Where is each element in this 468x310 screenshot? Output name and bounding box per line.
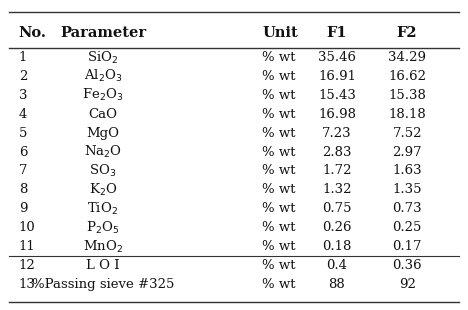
Text: F2: F2	[397, 25, 417, 40]
Text: 1.63: 1.63	[392, 165, 422, 177]
Text: 7: 7	[19, 165, 27, 177]
Text: Na$_2$O: Na$_2$O	[84, 144, 122, 160]
Text: 3: 3	[19, 89, 27, 102]
Text: 0.17: 0.17	[392, 240, 422, 253]
Text: 1: 1	[19, 51, 27, 64]
Text: Parameter: Parameter	[60, 25, 146, 40]
Text: 12: 12	[19, 259, 36, 272]
Text: 0.26: 0.26	[322, 221, 352, 234]
Text: 1.32: 1.32	[322, 184, 352, 196]
Text: 15.38: 15.38	[388, 89, 426, 102]
Text: 0.4: 0.4	[327, 259, 347, 272]
Text: 0.25: 0.25	[393, 221, 422, 234]
Text: 16.62: 16.62	[388, 70, 426, 83]
Text: 7.23: 7.23	[322, 127, 352, 140]
Text: % wt: % wt	[262, 70, 296, 83]
Text: 34.29: 34.29	[388, 51, 426, 64]
Text: % wt: % wt	[262, 202, 296, 215]
Text: 10: 10	[19, 221, 36, 234]
Text: F1: F1	[327, 25, 347, 40]
Text: 35.46: 35.46	[318, 51, 356, 64]
Text: TiO$_2$: TiO$_2$	[88, 201, 118, 217]
Text: 0.73: 0.73	[392, 202, 422, 215]
Text: MgO: MgO	[87, 127, 119, 140]
Text: 92: 92	[399, 278, 416, 291]
Text: % wt: % wt	[262, 127, 296, 140]
Text: 7.52: 7.52	[392, 127, 422, 140]
Text: 11: 11	[19, 240, 36, 253]
Text: % wt: % wt	[262, 51, 296, 64]
Text: 1.35: 1.35	[392, 184, 422, 196]
Text: Fe$_2$O$_3$: Fe$_2$O$_3$	[82, 87, 124, 103]
Text: 0.36: 0.36	[392, 259, 422, 272]
Text: MnO$_2$: MnO$_2$	[83, 239, 123, 255]
Text: % wt: % wt	[262, 146, 296, 158]
Text: 15.43: 15.43	[318, 89, 356, 102]
Text: 1.72: 1.72	[322, 165, 352, 177]
Text: 0.18: 0.18	[322, 240, 351, 253]
Text: % wt: % wt	[262, 165, 296, 177]
Text: 0.75: 0.75	[322, 202, 352, 215]
Text: 2.83: 2.83	[322, 146, 352, 158]
Text: 9: 9	[19, 202, 27, 215]
Text: Al$_2$O$_3$: Al$_2$O$_3$	[84, 69, 122, 84]
Text: SO$_3$: SO$_3$	[89, 163, 117, 179]
Text: 13: 13	[19, 278, 36, 291]
Text: L O I: L O I	[86, 259, 120, 272]
Text: % wt: % wt	[262, 278, 296, 291]
Text: 2: 2	[19, 70, 27, 83]
Text: % wt: % wt	[262, 89, 296, 102]
Text: 6: 6	[19, 146, 27, 158]
Text: CaO: CaO	[88, 108, 117, 121]
Text: 18.18: 18.18	[388, 108, 426, 121]
Text: % wt: % wt	[262, 240, 296, 253]
Text: K$_2$O: K$_2$O	[89, 182, 117, 198]
Text: 5: 5	[19, 127, 27, 140]
Text: 2.97: 2.97	[392, 146, 422, 158]
Text: 16.98: 16.98	[318, 108, 356, 121]
Text: % wt: % wt	[262, 259, 296, 272]
Text: %Passing sieve #325: %Passing sieve #325	[32, 278, 174, 291]
Text: No.: No.	[19, 25, 47, 40]
Text: 16.91: 16.91	[318, 70, 356, 83]
Text: Unit: Unit	[262, 25, 298, 40]
Text: % wt: % wt	[262, 108, 296, 121]
Text: P$_2$O$_5$: P$_2$O$_5$	[86, 220, 120, 236]
Text: SiO$_2$: SiO$_2$	[88, 50, 118, 65]
Text: % wt: % wt	[262, 184, 296, 196]
Text: 4: 4	[19, 108, 27, 121]
Text: 88: 88	[329, 278, 345, 291]
Text: % wt: % wt	[262, 221, 296, 234]
Text: 8: 8	[19, 184, 27, 196]
